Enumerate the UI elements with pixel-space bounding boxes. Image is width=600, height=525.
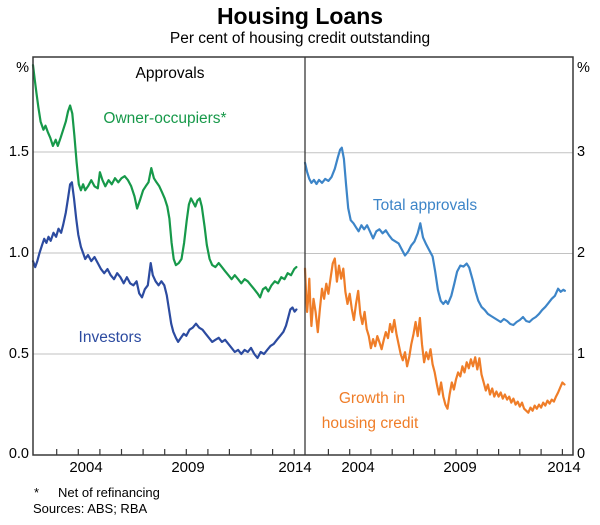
right-axis-tick-2: 2 — [577, 245, 586, 261]
footnote-marker: * — [34, 485, 40, 500]
x-year-label-right-2009: 2009 — [443, 459, 477, 476]
series-line-investors — [31, 181, 298, 360]
sources-text: Sources: ABS; RBA — [33, 501, 148, 516]
footnote-text: Net of refinancing — [58, 485, 160, 500]
plot-border — [32, 56, 574, 456]
plot-frame-layer — [32, 56, 574, 456]
x-year-label-left-2009: 2009 — [171, 459, 205, 476]
left-axis-tick-0-0: 0.0 — [8, 446, 29, 462]
series-label-growth-line1: Growth in — [338, 390, 406, 407]
left-axis-tick-1-5: 1.5 — [8, 144, 29, 160]
x-tick-layer — [56, 449, 564, 455]
series-label-owner-occupiers: Owner-occupiers* — [103, 110, 227, 127]
series-line-owner-occupiers — [31, 63, 298, 299]
x-year-label-left-2014: 2014 — [278, 459, 312, 476]
left-axis-unit: % — [16, 60, 29, 76]
panel-heading-approvals: Approvals — [135, 65, 205, 82]
right-axis-tick-3: 3 — [577, 144, 586, 160]
series-line-layer — [31, 63, 567, 414]
x-year-label-left-2004: 2004 — [69, 459, 103, 476]
series-label-investors: Investors — [78, 329, 142, 346]
chart-title: Housing Loans — [216, 3, 384, 29]
right-axis-tick-1: 1 — [577, 346, 586, 362]
series-line-total-approvals — [303, 146, 567, 327]
x-year-label-right-2014: 2014 — [547, 459, 581, 476]
left-axis-tick-1-0: 1.0 — [8, 245, 29, 261]
left-axis-tick-0-5: 0.5 — [8, 346, 29, 362]
right-axis-unit: % — [577, 60, 590, 76]
chart-subtitle: Per cent of housing credit outstanding — [169, 30, 431, 47]
series-label-growth-line2: housing credit — [321, 415, 419, 432]
x-year-label-right-2004: 2004 — [341, 459, 375, 476]
series-label-total-approvals: Total approvals — [372, 197, 478, 214]
right-axis-tick-0: 0 — [577, 446, 586, 462]
series-line-growth — [303, 257, 566, 414]
